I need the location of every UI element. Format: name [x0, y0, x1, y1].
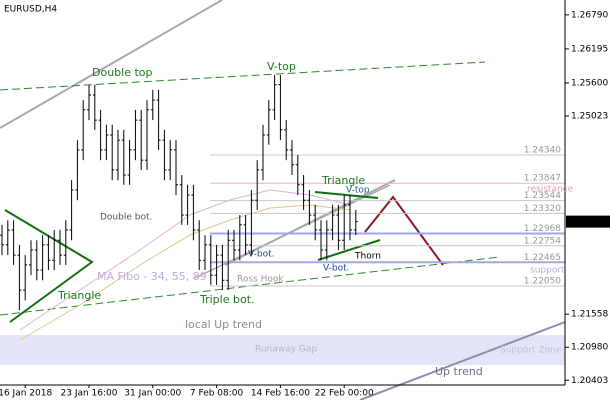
annotation: V-top [267, 60, 296, 73]
triangle-right [317, 239, 381, 261]
level-label: 1.22968 [524, 224, 561, 234]
current-price-box [566, 215, 610, 228]
level-label: 1.23847 [524, 174, 561, 184]
channel-line [194, 184, 391, 279]
y-tick-label: 1.25023 [571, 111, 608, 121]
level-label: 1.22465 [524, 253, 561, 263]
up-trend-line [359, 321, 566, 400]
annotation: Up trend [435, 365, 483, 378]
triangle-right [314, 191, 379, 199]
x-tick-label: 31 Jan 00:00 [124, 389, 181, 399]
annotation: V-bot. [248, 250, 275, 260]
resistance-trend [0, 61, 486, 91]
annotation: Ross Hook [237, 275, 284, 285]
chart-title: EURUSD,H4 [4, 5, 57, 15]
annotation: resistance [527, 185, 574, 195]
y-tick-label: 1.20980 [571, 343, 608, 353]
level-label: 1.24340 [524, 146, 561, 156]
x-tick-label: 16 Jan 2018 [0, 389, 52, 399]
level-label: 1.22050 [524, 277, 561, 287]
y-tick-label: 1.20403 [571, 376, 608, 386]
projection [364, 195, 444, 266]
level-label: 1.23320 [524, 204, 561, 214]
annotation: local Up trend [185, 318, 262, 331]
x-tick-label: 7 Feb 08:00 [190, 389, 244, 399]
support-zone [0, 335, 565, 365]
annotation: Thorn [354, 252, 381, 262]
annotation: support [530, 266, 565, 276]
level-label: 1.22754 [524, 236, 561, 246]
y-tick-label: 1.26195 [571, 44, 608, 54]
annotation: V-bot. [323, 264, 350, 274]
x-tick-label: 23 Jan 16:00 [61, 389, 118, 399]
annotation: V-top [346, 186, 370, 196]
plot [0, 74, 565, 311]
annotation: MA Fibo - 34, 55, 89 [97, 270, 207, 283]
y-tick-label: 1.21558 [571, 310, 608, 320]
channel-line [0, 0, 223, 129]
annotation: Support Zone [500, 346, 562, 356]
y-tick-label: 1.26790 [571, 10, 608, 20]
x-tick-label: 14 Feb 16:00 [251, 389, 310, 399]
annotation: Triangle [57, 289, 101, 302]
annotations: Double top V-top Triangle V-top Double b… [57, 60, 574, 378]
level-label: 1.23544 [524, 191, 561, 201]
x-tick-label: 22 Feb 00:00 [315, 389, 374, 399]
y-tick-label: 1.25600 [571, 78, 608, 88]
moving-average [19, 189, 351, 331]
annotation: Runaway Gap [255, 345, 317, 355]
current-price-label: 1.23176 [569, 217, 606, 227]
annotation: Double top [92, 66, 153, 79]
annotation: Double bot. [100, 213, 152, 223]
annotation: Triple bot. [199, 293, 255, 306]
annotation: Triangle [321, 174, 365, 187]
triangle-left [4, 209, 94, 323]
